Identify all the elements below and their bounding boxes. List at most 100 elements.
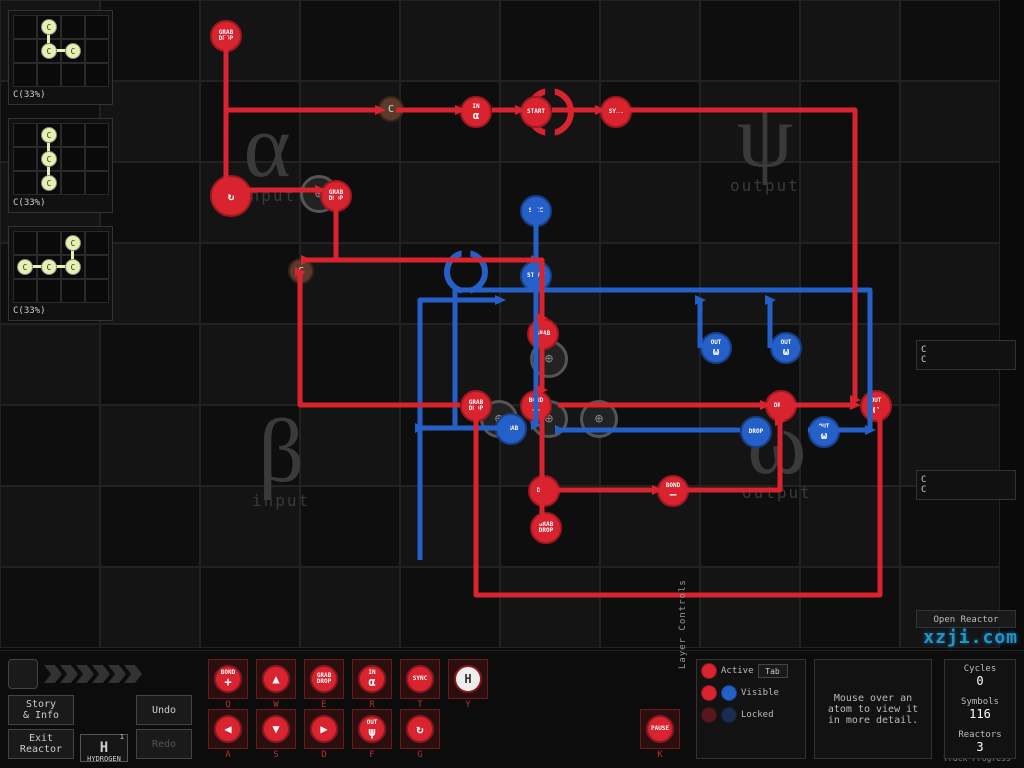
grid-cell[interactable] <box>100 162 200 243</box>
grid-cell[interactable] <box>100 405 200 486</box>
element-card[interactable]: 1 H HYDROGEN <box>80 734 128 762</box>
cmd-Y[interactable]: HY <box>448 659 488 699</box>
pause-button[interactable]: PAUSE K <box>640 709 680 749</box>
grid-cell[interactable] <box>700 162 800 243</box>
tab-button[interactable]: Tab <box>758 664 788 678</box>
waldo-blue-instruction[interactable]: OUTω <box>700 332 732 364</box>
waldo-blue-instruction[interactable]: START <box>520 260 552 292</box>
cmd-E[interactable]: GRABDROPE <box>304 659 344 699</box>
grid-cell[interactable] <box>300 405 400 486</box>
grid-cell[interactable] <box>100 0 200 81</box>
waldo-red-instruction[interactable]: OUTω <box>860 390 892 422</box>
chevron-icon <box>44 665 62 683</box>
grid-cell[interactable] <box>100 486 200 567</box>
grid-cell[interactable] <box>900 162 1000 243</box>
waldo-red-instruction[interactable]: GRABDROP <box>210 20 242 52</box>
tool-slot[interactable] <box>8 659 38 689</box>
cmd-Q[interactable]: BOND+Q <box>208 659 248 699</box>
grid-cell[interactable] <box>900 0 1000 81</box>
grid-cell[interactable] <box>0 486 100 567</box>
grid-cell[interactable] <box>400 162 500 243</box>
grid-cell[interactable] <box>100 81 200 162</box>
waldo-blue-instruction[interactable]: SYNC <box>520 195 552 227</box>
grid-cell[interactable] <box>200 81 300 162</box>
open-reactor-button[interactable]: Open Reactor <box>916 610 1016 628</box>
waldo-blue-instruction[interactable]: GRAB <box>495 413 527 445</box>
waldo-red-instruction[interactable]: DROP <box>765 390 797 422</box>
grid-cell[interactable] <box>200 567 300 648</box>
cmd-F[interactable]: OUTψF <box>352 709 392 749</box>
locked-red-layer[interactable] <box>701 707 717 723</box>
grid-cell[interactable] <box>700 486 800 567</box>
undo-button[interactable]: Undo <box>136 695 192 725</box>
waldo-red-instruction[interactable]: START <box>520 96 552 128</box>
grid-cell[interactable] <box>300 567 400 648</box>
grid-cell[interactable] <box>900 81 1000 162</box>
cmd-W[interactable]: ▲W <box>256 659 296 699</box>
grid-cell[interactable] <box>800 243 900 324</box>
cmd-G[interactable]: ↻G <box>400 709 440 749</box>
visible-red-layer[interactable] <box>701 685 717 701</box>
redo-button[interactable]: Redo <box>136 729 192 759</box>
visible-blue-layer[interactable] <box>721 685 737 701</box>
grid-cell[interactable] <box>400 0 500 81</box>
cmd-A[interactable]: ◀A <box>208 709 248 749</box>
waldo-red-instruction[interactable]: BOND– <box>657 475 689 507</box>
grid-cell[interactable] <box>800 486 900 567</box>
waldo-red-instruction[interactable]: GRABDROP <box>320 180 352 212</box>
waldo-red-instruction[interactable]: GRAB <box>527 318 559 350</box>
grid-cell[interactable] <box>200 405 300 486</box>
grid-cell[interactable] <box>0 567 100 648</box>
waldo-red-instruction[interactable]: INα <box>460 96 492 128</box>
grid-cell[interactable] <box>900 243 1000 324</box>
grid-cell[interactable] <box>500 81 600 162</box>
grid-cell[interactable] <box>0 405 100 486</box>
grid-cell[interactable] <box>300 243 400 324</box>
cmd-R[interactable]: INαR <box>352 659 392 699</box>
grid-cell[interactable] <box>300 0 400 81</box>
grid-cell[interactable] <box>0 324 100 405</box>
grid-cell[interactable] <box>700 243 800 324</box>
waldo-red-instruction[interactable]: ↻ <box>210 175 252 217</box>
grid-cell[interactable] <box>400 567 500 648</box>
grid-cell[interactable] <box>500 567 600 648</box>
grid-cell[interactable] <box>800 567 900 648</box>
active-red-layer[interactable] <box>701 663 717 679</box>
waldo-blue-instruction[interactable]: OUTω <box>808 416 840 448</box>
locked-blue-layer[interactable] <box>721 707 737 723</box>
grid-cell[interactable] <box>700 81 800 162</box>
exit-reactor-button[interactable]: Exit Reactor <box>8 729 74 759</box>
grid-cell[interactable] <box>600 324 700 405</box>
grid-cell[interactable] <box>300 81 400 162</box>
grid-cell[interactable] <box>800 162 900 243</box>
grid-cell[interactable] <box>300 486 400 567</box>
grid-cell[interactable] <box>200 243 300 324</box>
grid-cell[interactable] <box>700 567 800 648</box>
waldo-red-instruction[interactable]: BOND– <box>520 390 552 422</box>
grid-cell[interactable] <box>200 324 300 405</box>
waldo-red-instruction[interactable]: SYNC <box>600 96 632 128</box>
grid-cell[interactable] <box>200 486 300 567</box>
grid-cell[interactable] <box>700 0 800 81</box>
grid-cell[interactable] <box>600 162 700 243</box>
atom-icon: C <box>41 151 57 167</box>
grid-cell[interactable] <box>100 567 200 648</box>
grid-cell[interactable] <box>400 486 500 567</box>
waldo-blue-instruction[interactable]: OUTω <box>770 332 802 364</box>
cmd-S[interactable]: ▼S <box>256 709 296 749</box>
cmd-D[interactable]: ▶D <box>304 709 344 749</box>
grid-cell[interactable] <box>100 243 200 324</box>
waldo-red-instruction[interactable]: DROP <box>528 475 560 507</box>
grid-cell[interactable] <box>600 243 700 324</box>
grid-cell[interactable] <box>600 0 700 81</box>
cmd-T[interactable]: SYNCT <box>400 659 440 699</box>
grid-cell[interactable] <box>100 324 200 405</box>
story-info-button[interactable]: Story & Info <box>8 695 74 725</box>
waldo-blue-instruction[interactable]: DROP <box>740 416 772 448</box>
grid-cell[interactable] <box>800 0 900 81</box>
grid-cell[interactable] <box>500 0 600 81</box>
grid-cell[interactable] <box>800 81 900 162</box>
waldo-red-instruction[interactable]: GRABDROP <box>460 390 492 422</box>
waldo-red-instruction[interactable]: GRABDROP <box>530 512 562 544</box>
grid-cell[interactable] <box>300 324 400 405</box>
